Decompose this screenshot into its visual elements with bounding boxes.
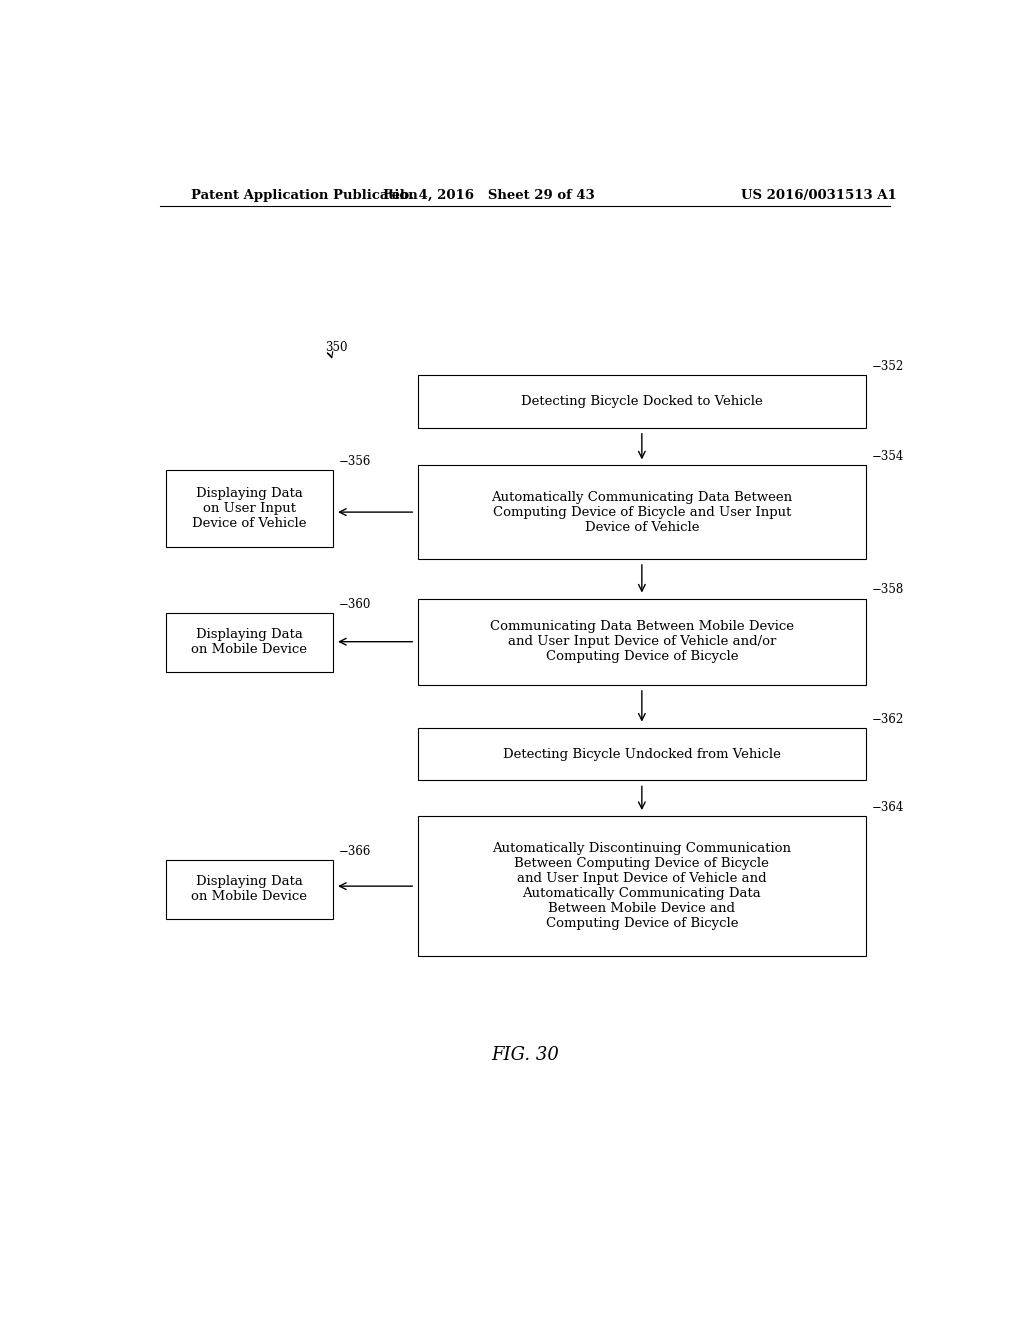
Text: US 2016/0031513 A1: US 2016/0031513 A1	[740, 189, 896, 202]
Text: Displaying Data
on Mobile Device: Displaying Data on Mobile Device	[191, 628, 307, 656]
Text: Automatically Communicating Data Between
Computing Device of Bicycle and User In: Automatically Communicating Data Between…	[492, 491, 793, 533]
FancyBboxPatch shape	[418, 816, 866, 956]
FancyBboxPatch shape	[418, 375, 866, 428]
Text: −366: −366	[338, 845, 371, 858]
FancyBboxPatch shape	[418, 598, 866, 685]
Text: Communicating Data Between Mobile Device
and User Input Device of Vehicle and/or: Communicating Data Between Mobile Device…	[489, 620, 794, 663]
Text: Displaying Data
on User Input
Device of Vehicle: Displaying Data on User Input Device of …	[193, 487, 306, 531]
Text: Displaying Data
on Mobile Device: Displaying Data on Mobile Device	[191, 875, 307, 903]
Text: −354: −354	[871, 450, 904, 463]
Text: FIG. 30: FIG. 30	[490, 1045, 559, 1064]
Text: −352: −352	[871, 360, 904, 372]
Text: Detecting Bicycle Docked to Vehicle: Detecting Bicycle Docked to Vehicle	[521, 395, 763, 408]
Text: −358: −358	[871, 583, 904, 597]
Text: Detecting Bicycle Undocked from Vehicle: Detecting Bicycle Undocked from Vehicle	[503, 747, 780, 760]
Text: −356: −356	[338, 455, 371, 469]
FancyBboxPatch shape	[166, 612, 333, 672]
FancyBboxPatch shape	[166, 859, 333, 919]
Text: Automatically Discontinuing Communication
Between Computing Device of Bicycle
an: Automatically Discontinuing Communicatio…	[493, 842, 792, 931]
FancyBboxPatch shape	[166, 470, 333, 546]
Text: 350: 350	[325, 341, 347, 354]
FancyBboxPatch shape	[418, 727, 866, 780]
Text: −360: −360	[338, 598, 371, 611]
Text: −364: −364	[871, 801, 904, 814]
Text: Patent Application Publication: Patent Application Publication	[191, 189, 418, 202]
Text: −362: −362	[871, 713, 904, 726]
Text: Feb. 4, 2016   Sheet 29 of 43: Feb. 4, 2016 Sheet 29 of 43	[383, 189, 595, 202]
FancyBboxPatch shape	[418, 466, 866, 558]
